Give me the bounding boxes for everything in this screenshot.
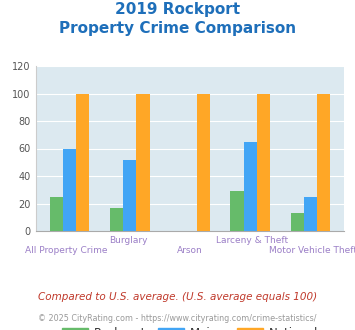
Bar	[317, 93, 330, 231]
Bar	[123, 159, 136, 231]
Bar	[230, 191, 244, 231]
Text: Compared to U.S. average. (U.S. average equals 100): Compared to U.S. average. (U.S. average …	[38, 292, 317, 302]
Text: Arson: Arson	[177, 246, 203, 255]
Text: Property Crime Comparison: Property Crime Comparison	[59, 21, 296, 36]
Text: 2019 Rockport: 2019 Rockport	[115, 2, 240, 16]
Text: © 2025 CityRating.com - https://www.cityrating.com/crime-statistics/: © 2025 CityRating.com - https://www.city…	[38, 314, 317, 323]
Legend: Rockport, Maine, National: Rockport, Maine, National	[57, 323, 323, 330]
Bar	[76, 93, 89, 231]
Bar	[257, 93, 270, 231]
Bar	[244, 142, 257, 231]
Bar	[290, 213, 304, 231]
Bar	[110, 208, 123, 231]
Text: Motor Vehicle Theft: Motor Vehicle Theft	[269, 246, 355, 255]
Text: Larceny & Theft: Larceny & Theft	[215, 236, 288, 245]
Bar	[63, 148, 76, 231]
Bar	[197, 93, 210, 231]
Text: Burglary: Burglary	[109, 236, 147, 245]
Text: All Property Crime: All Property Crime	[25, 246, 108, 255]
Bar	[50, 197, 63, 231]
Bar	[304, 197, 317, 231]
Bar	[136, 93, 149, 231]
